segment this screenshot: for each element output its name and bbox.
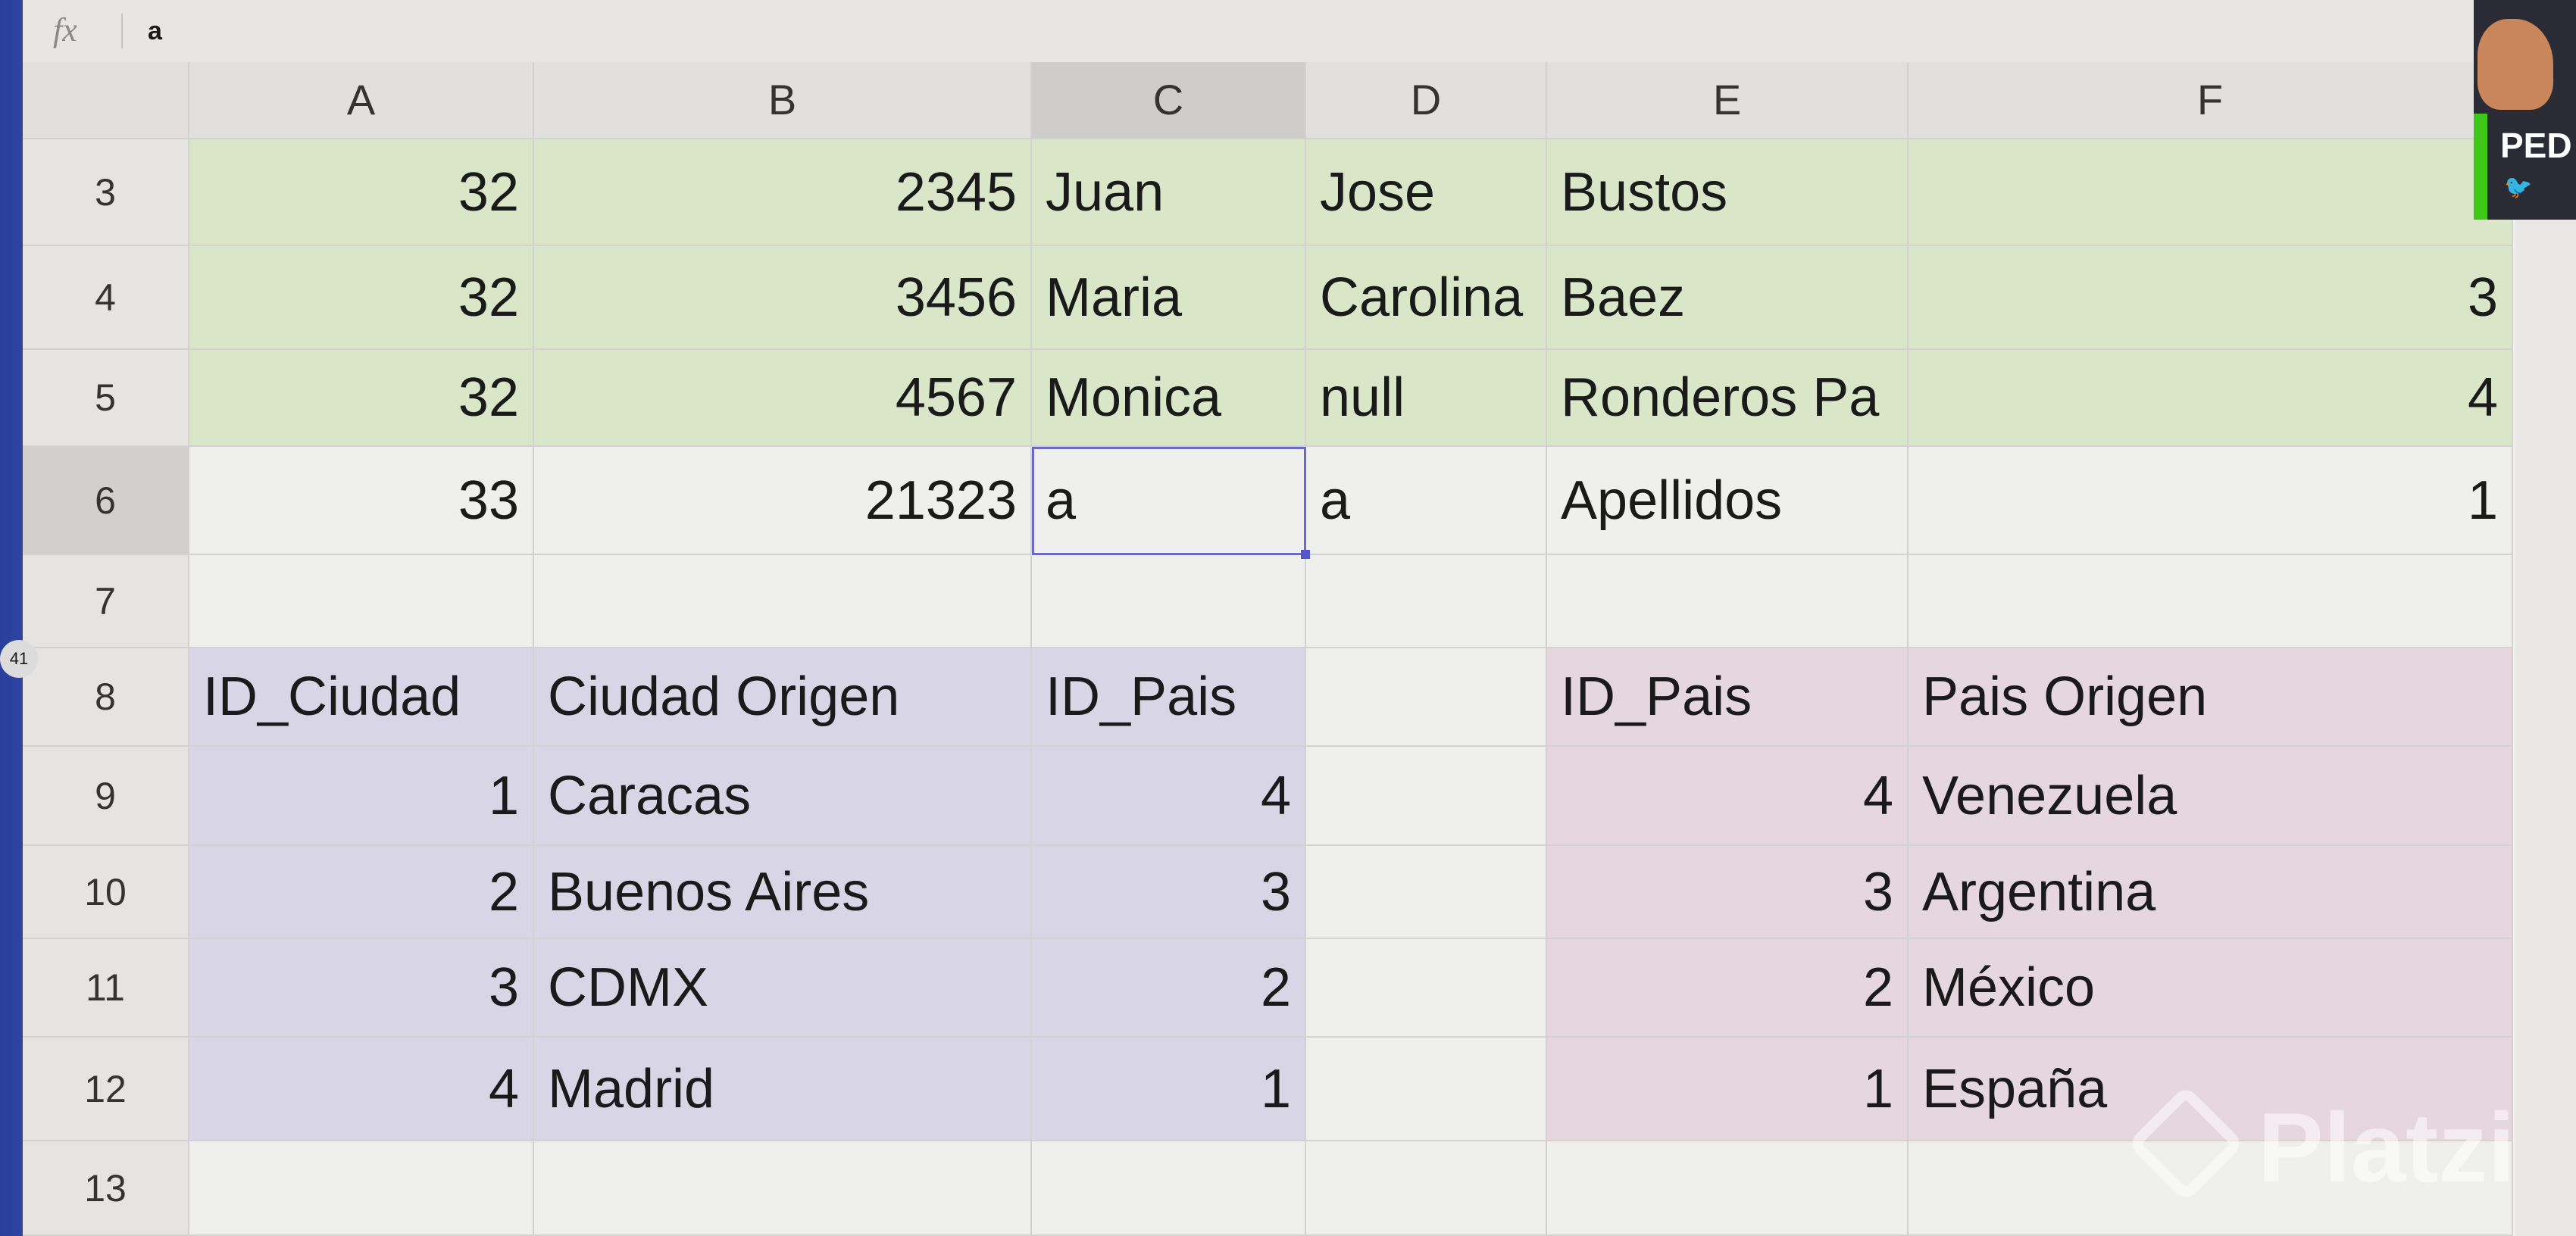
cell-e10[interactable]: 3 [1547,846,1909,939]
cell-e3[interactable]: Bustos [1547,139,1909,246]
cell-b13[interactable] [534,1141,1032,1236]
cell-e6[interactable]: Apellidos [1547,447,1909,555]
column-header-c[interactable]: C [1032,62,1306,139]
cell-d12[interactable] [1306,1038,1547,1141]
cell-b11[interactable]: CDMX [534,939,1032,1038]
cell-e5[interactable]: Ronderos Pa [1547,350,1909,447]
cell-f4[interactable]: 3 [1909,246,2513,350]
cell-e13[interactable] [1547,1141,1909,1236]
cell-e4[interactable]: Baez [1547,246,1909,350]
cell-b7[interactable] [534,555,1032,648]
accent-bar [2474,114,2487,220]
cell-f7[interactable] [1909,555,2513,648]
cell-f9[interactable]: Venezuela [1909,747,2513,846]
column-header-d[interactable]: D [1306,62,1547,139]
cell-b6[interactable]: 21323 [534,447,1032,555]
webcam-video [2478,19,2553,110]
watermark: Platzi [2258,1092,2515,1203]
cell-a9[interactable]: 1 [189,747,534,846]
cell-d4[interactable]: Carolina [1306,246,1547,350]
cell-d6[interactable]: a [1306,447,1547,555]
cell-c9[interactable]: 4 [1032,747,1306,846]
cell-d10[interactable] [1306,846,1547,939]
cell-e12[interactable]: 1 [1547,1038,1909,1141]
cell-c13[interactable] [1032,1141,1306,1236]
cell-e11[interactable]: 2 [1547,939,1909,1038]
row-header-7[interactable]: 7 [23,555,189,648]
cell-d13[interactable] [1306,1141,1547,1236]
row-header-8[interactable]: 8 [23,648,189,747]
cell-c8[interactable]: ID_Pais [1032,648,1306,747]
fill-handle[interactable] [1301,550,1310,559]
row-header-11[interactable]: 11 [23,939,189,1038]
cell-a7[interactable] [189,555,534,648]
cell-a10[interactable]: 2 [189,846,534,939]
cell-a6[interactable]: 33 [189,447,534,555]
row-header-12[interactable]: 12 [23,1038,189,1141]
cell-a5[interactable]: 32 [189,350,534,447]
row-header-13[interactable]: 13 [23,1141,189,1236]
cell-a4[interactable]: 32 [189,246,534,350]
row-header-3[interactable]: 3 [23,139,189,246]
cell-e7[interactable] [1547,555,1909,648]
column-header-f[interactable]: F [1909,62,2513,139]
cell-a3[interactable]: 32 [189,139,534,246]
cell-c12[interactable]: 1 [1032,1038,1306,1141]
cell-a8[interactable]: ID_Ciudad [189,648,534,747]
cell-a11[interactable]: 3 [189,939,534,1038]
cell-e8[interactable]: ID_Pais [1547,648,1909,747]
cell-c10[interactable]: 3 [1032,846,1306,939]
cell-f12[interactable]: España [1909,1038,2513,1141]
cell-d8[interactable] [1306,648,1547,747]
fx-icon: fx [53,11,77,48]
row-header-9[interactable]: 9 [23,747,189,846]
row-header-6[interactable]: 6 [23,447,189,555]
cell-c7[interactable] [1032,555,1306,648]
cell-f6[interactable]: 1 [1909,447,2513,555]
formula-input[interactable]: a [148,17,162,45]
cell-c5[interactable]: Monica [1032,350,1306,447]
cell-f13[interactable] [1909,1141,2513,1236]
divider [121,14,123,48]
cell-c3[interactable]: Juan [1032,139,1306,246]
cell-b5[interactable]: 4567 [534,350,1032,447]
twitter-icon: 🐦 [2504,175,2533,200]
cell-f5[interactable]: 4 [1909,350,2513,447]
cell-b8[interactable]: Ciudad Origen [534,648,1032,747]
column-header-e[interactable]: E [1547,62,1909,139]
cell-d7[interactable] [1306,555,1547,648]
cell-a12[interactable]: 4 [189,1038,534,1141]
formula-bar: fx a [23,0,2515,64]
cell-selection [1032,447,1306,555]
presenter-name: PED [2500,126,2572,165]
cell-f10[interactable]: Argentina [1909,846,2513,939]
cell-b9[interactable]: Caracas [534,747,1032,846]
cell-b3[interactable]: 2345 [534,139,1032,246]
cell-c4[interactable]: Maria [1032,246,1306,350]
cell-a13[interactable] [189,1141,534,1236]
side-badge: 41 [0,640,38,678]
cell-f3[interactable] [1909,139,2513,246]
column-header-a[interactable]: A [189,62,534,139]
cell-b10[interactable]: Buenos Aires [534,846,1032,939]
spreadsheet: fx a A B C D E F 3 32 2345 Juan Jose Bustos 4 32 3456 M… [23,0,2515,1236]
cell-f11[interactable]: México [1909,939,2513,1038]
webcam-overlay: PED 🐦 [2474,0,2576,220]
row-header-10[interactable]: 10 [23,846,189,939]
cell-c11[interactable]: 2 [1032,939,1306,1038]
cell-d11[interactable] [1306,939,1547,1038]
cell-e9[interactable]: 4 [1547,747,1909,846]
row-header-4[interactable]: 4 [23,246,189,350]
row-header-5[interactable]: 5 [23,350,189,447]
cell-f8[interactable]: Pais Origen [1909,648,2513,747]
select-all-corner[interactable] [23,62,189,139]
cell-b4[interactable]: 3456 [534,246,1032,350]
cell-b12[interactable]: Madrid [534,1038,1032,1141]
cell-d3[interactable]: Jose [1306,139,1547,246]
cell-d9[interactable] [1306,747,1547,846]
cell-d5[interactable]: null [1306,350,1547,447]
column-header-b[interactable]: B [534,62,1032,139]
